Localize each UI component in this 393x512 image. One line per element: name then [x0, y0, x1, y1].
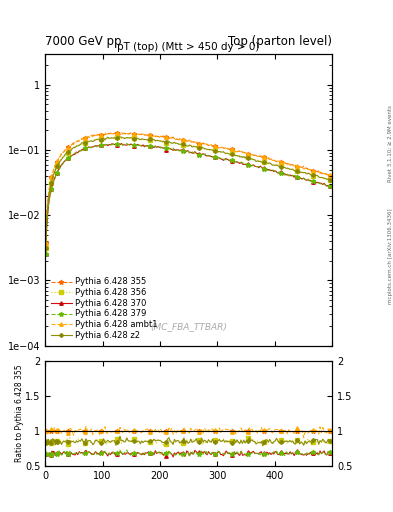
Pythia 6.428 ambt1 [272, 157, 276, 163]
Pythia 6.428 379 [329, 183, 333, 189]
Pythia 6.428 356 [307, 171, 312, 177]
Pythia 6.428 z2 [327, 177, 332, 183]
Pythia 6.428 379 [123, 140, 128, 146]
Line: Pythia 6.428 379: Pythia 6.428 379 [43, 141, 333, 257]
Pythia 6.428 z2 [116, 134, 121, 140]
Line: Pythia 6.428 ambt1: Pythia 6.428 ambt1 [44, 131, 332, 245]
Pythia 6.428 356 [329, 177, 333, 183]
Pythia 6.428 379 [43, 251, 48, 257]
Pythia 6.428 379 [327, 182, 332, 188]
Y-axis label: Ratio to Pythia 6.428 355: Ratio to Pythia 6.428 355 [15, 365, 24, 462]
Pythia 6.428 356 [264, 160, 269, 166]
Pythia 6.428 ambt1 [327, 172, 332, 178]
Text: 7000 GeV pp: 7000 GeV pp [45, 35, 122, 48]
Pythia 6.428 z2 [329, 177, 333, 183]
Pythia 6.428 370 [272, 168, 276, 175]
Pythia 6.428 379 [125, 140, 129, 146]
Pythia 6.428 370 [307, 177, 312, 183]
Pythia 6.428 ambt1 [119, 130, 124, 136]
Pythia 6.428 ambt1 [125, 131, 129, 137]
Pythia 6.428 355 [327, 173, 332, 179]
Legend: Pythia 6.428 355, Pythia 6.428 356, Pythia 6.428 370, Pythia 6.428 379, Pythia 6: Pythia 6.428 355, Pythia 6.428 356, Pyth… [48, 274, 161, 343]
Pythia 6.428 ambt1 [329, 173, 333, 179]
Pythia 6.428 356 [115, 134, 119, 140]
Pythia 6.428 355 [74, 139, 79, 145]
Text: (MC_FBA_TTBAR): (MC_FBA_TTBAR) [150, 322, 227, 331]
Title: pT (top) (Mtt > 450 dy > 0): pT (top) (Mtt > 450 dy > 0) [118, 41, 260, 52]
Line: Pythia 6.428 356: Pythia 6.428 356 [44, 135, 332, 249]
Pythia 6.428 ambt1 [264, 156, 269, 162]
Pythia 6.428 370 [264, 166, 269, 172]
Pythia 6.428 ambt1 [43, 240, 48, 246]
Text: mcplots.cern.ch [arXiv:1306.3436]: mcplots.cern.ch [arXiv:1306.3436] [387, 208, 393, 304]
Pythia 6.428 356 [43, 245, 48, 251]
Pythia 6.428 ambt1 [74, 139, 79, 145]
Text: Rivet 3.1.10; ≥ 2.9M events: Rivet 3.1.10; ≥ 2.9M events [387, 105, 393, 182]
Pythia 6.428 z2 [43, 245, 48, 251]
Pythia 6.428 370 [119, 140, 124, 146]
Pythia 6.428 370 [329, 183, 333, 189]
Pythia 6.428 z2 [74, 143, 79, 149]
Pythia 6.428 355 [329, 172, 333, 178]
Pythia 6.428 z2 [264, 160, 269, 166]
Pythia 6.428 z2 [125, 135, 129, 141]
Line: Pythia 6.428 370: Pythia 6.428 370 [44, 142, 332, 256]
Pythia 6.428 355 [125, 132, 129, 138]
Pythia 6.428 379 [74, 150, 79, 156]
Pythia 6.428 356 [125, 135, 129, 141]
Line: Pythia 6.428 355: Pythia 6.428 355 [43, 130, 333, 245]
Pythia 6.428 379 [264, 167, 269, 173]
Pythia 6.428 379 [307, 178, 312, 184]
Pythia 6.428 355 [307, 166, 312, 172]
Pythia 6.428 z2 [272, 162, 276, 168]
Pythia 6.428 370 [43, 251, 48, 258]
Pythia 6.428 355 [272, 157, 276, 163]
Pythia 6.428 370 [74, 149, 79, 155]
Pythia 6.428 370 [125, 142, 129, 148]
Pythia 6.428 379 [272, 167, 276, 173]
Pythia 6.428 355 [43, 240, 48, 246]
Pythia 6.428 ambt1 [307, 166, 312, 173]
Pythia 6.428 370 [327, 183, 332, 189]
Pythia 6.428 z2 [307, 170, 312, 177]
Pythia 6.428 356 [74, 143, 79, 149]
Pythia 6.428 355 [264, 156, 269, 162]
Pythia 6.428 355 [116, 130, 121, 136]
Pythia 6.428 356 [272, 162, 276, 168]
Text: Top (parton level): Top (parton level) [228, 35, 332, 48]
Line: Pythia 6.428 z2: Pythia 6.428 z2 [44, 136, 332, 249]
Pythia 6.428 356 [327, 177, 332, 183]
